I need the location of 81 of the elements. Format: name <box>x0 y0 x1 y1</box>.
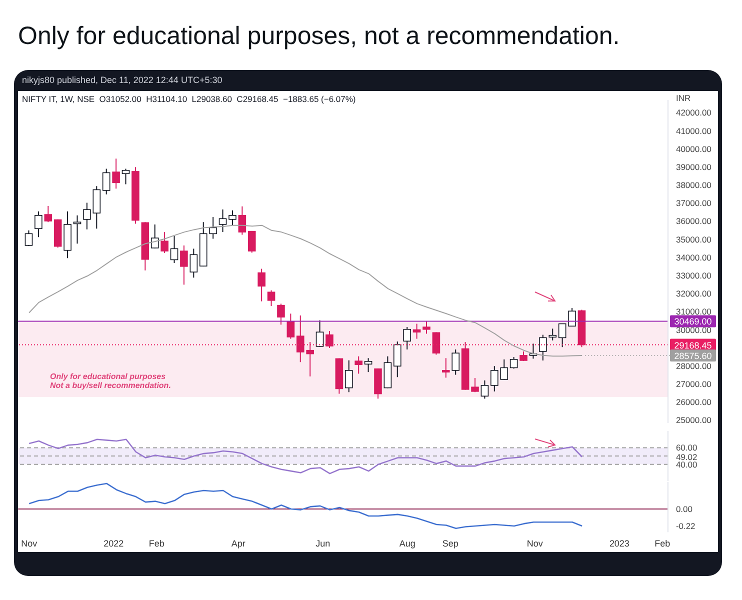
candlestick <box>510 356 518 369</box>
candlestick <box>286 312 295 339</box>
data-label: 28575.60 <box>674 350 712 361</box>
candlestick <box>218 208 227 232</box>
candlestick <box>248 230 256 253</box>
candlestick <box>267 289 276 306</box>
y-tick-label: 33000.00 <box>676 270 712 280</box>
ref-line-label: 30469.00 <box>674 316 712 326</box>
y-tick-label: 30000.00 <box>676 324 712 334</box>
y-tick-label: -0.22 <box>676 520 696 531</box>
candlestick <box>354 355 362 374</box>
y-tick-label: 31000.00 <box>676 306 712 316</box>
candlestick <box>344 359 353 392</box>
x-tick-label: Nov <box>526 538 544 548</box>
candlestick <box>558 322 566 348</box>
candlestick <box>228 209 236 226</box>
candlestick <box>102 168 110 195</box>
x-tick-label: 2022 <box>104 538 124 548</box>
candlestick <box>568 307 576 327</box>
y-axis-title: INR <box>676 93 691 103</box>
y-tick-label: 39000.00 <box>676 162 712 172</box>
candlestick <box>548 328 557 340</box>
y-tick-label: 0.00 <box>676 504 693 514</box>
text: nikyjs80 published, Dec 11, 2022 12:44 UTC+5:30 <box>22 75 222 85</box>
y-tick-label: 37000.00 <box>676 198 712 208</box>
x-tick-label: Sep <box>442 538 458 548</box>
y-tick-label: 27000.00 <box>676 378 712 389</box>
candlestick <box>34 210 42 238</box>
y-tick-label: 25000.00 <box>676 414 712 425</box>
candlestick <box>480 379 489 399</box>
x-tick-label: Feb <box>654 538 670 548</box>
y-tick-label: 42000.00 <box>676 107 712 118</box>
annotation: Not a buy/sell recommendation. <box>50 381 171 390</box>
candlestick <box>73 214 82 244</box>
candlestick <box>422 320 430 334</box>
y-tick-label: 26000.00 <box>676 396 712 407</box>
candlestick <box>539 334 547 361</box>
candlestick <box>471 377 479 392</box>
candlestick <box>442 357 450 378</box>
y-tick-label: 28000.00 <box>676 360 712 371</box>
annotation: Only for educational purposes <box>50 372 166 381</box>
y-tick-label: 60.00 <box>676 442 698 452</box>
candlestick <box>412 322 421 339</box>
y-tick-label: 35000.00 <box>676 234 712 244</box>
chart-subtitle: NIFTY IT, 1W, NSE O31052.00 H31104.10 L29038.60 C29168.45 −1883.65 (−6.07%) <box>22 94 356 104</box>
y-tick-label: 32000.00 <box>676 288 712 298</box>
candlestick <box>112 158 120 189</box>
y-tick-label: 41000.00 <box>676 125 712 136</box>
x-tick-label: Aug <box>399 538 416 548</box>
candlestick <box>238 205 246 235</box>
x-tick-label: Jun <box>316 538 330 548</box>
candlestick <box>180 244 188 285</box>
candlestick <box>452 348 460 375</box>
candlestick <box>170 235 178 264</box>
candlestick <box>326 330 334 348</box>
candlestick <box>160 231 168 254</box>
line-series <box>28 438 583 474</box>
y-tick-label: 49.02 <box>676 451 698 462</box>
x-tick-label: Nov <box>21 538 38 548</box>
candlestick <box>520 350 528 362</box>
y-tick-label: 40.00 <box>676 459 698 470</box>
candlestick <box>403 326 411 350</box>
candlestick <box>24 230 33 246</box>
y-tick-label: 40000.00 <box>676 143 712 154</box>
y-tick-label: 34000.00 <box>676 252 712 262</box>
candlestick <box>393 340 402 378</box>
candlestick <box>190 248 198 278</box>
candlestick <box>277 302 285 325</box>
x-tick-label: Apr <box>231 538 246 548</box>
y-tick-label: 36000.00 <box>676 216 712 226</box>
candlestick <box>258 268 266 302</box>
candlestick <box>364 357 372 372</box>
line-series <box>28 482 583 529</box>
ref-line-label: 29168.45 <box>674 340 712 350</box>
chart-title: Only for educational purposes, not a recommendation. <box>18 22 620 51</box>
x-tick-label: 2023 <box>609 538 630 548</box>
candlestick <box>122 168 130 184</box>
y-tick-label: 38000.00 <box>676 180 712 190</box>
x-tick-label: Feb <box>148 538 164 548</box>
candlestick <box>44 205 52 222</box>
candlestick <box>150 224 159 248</box>
